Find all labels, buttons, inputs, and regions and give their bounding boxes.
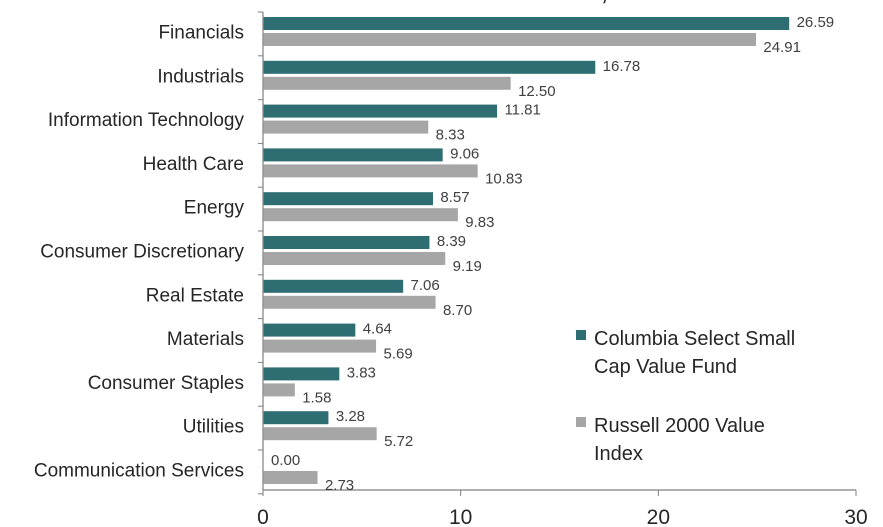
- fund-bar: [263, 236, 430, 249]
- fund-value-label: 11.81: [504, 102, 540, 119]
- index-bar: [263, 120, 429, 134]
- plot-area: as of March 31, 2020 0 10 20 30 Financials 26.…: [34, 0, 868, 527]
- category-label: Consumer Discretionary: [40, 242, 244, 263]
- chart-title: as of March 31, 2020: [463, 0, 658, 5]
- fund-value-label: 8.39: [437, 233, 466, 250]
- legend-label-index: Index: [594, 443, 643, 465]
- fund-bar: [263, 148, 443, 162]
- category-label: Utilities: [183, 417, 244, 438]
- index-value-label: 1.58: [302, 389, 331, 406]
- fund-bar: [263, 279, 404, 293]
- category-label: Information Technology: [48, 110, 245, 131]
- index-bar: [263, 208, 458, 222]
- legend-label-fund: Cap Value Fund: [594, 356, 737, 378]
- fund-bar: [263, 60, 596, 74]
- legend-label-fund: Columbia Select Small: [594, 328, 795, 350]
- fund-value-label: 16.78: [603, 58, 641, 75]
- legend-swatch-fund: [576, 330, 586, 340]
- index-value-label: 8.33: [436, 127, 465, 144]
- index-bar: [263, 427, 377, 441]
- fund-value-label: 8.57: [440, 189, 469, 206]
- index-value-label: 5.72: [384, 433, 413, 450]
- x-tick-label: 10: [449, 506, 472, 527]
- x-tick-label: 20: [647, 506, 670, 527]
- index-value-label: 9.83: [465, 214, 494, 231]
- category-label: Materials: [167, 329, 244, 350]
- index-bar: [263, 295, 436, 309]
- fund-bar: [263, 323, 356, 337]
- category-label: Communication Services: [34, 461, 244, 482]
- fund-bar: [263, 411, 329, 425]
- index-value-label: 9.19: [453, 258, 482, 275]
- fund-bar: [263, 17, 790, 30]
- index-bar: [263, 33, 756, 46]
- index-bar: [263, 471, 318, 484]
- fund-value-label: 4.64: [363, 321, 392, 338]
- fund-bar: [263, 104, 498, 118]
- fund-value-label: 26.59: [797, 14, 835, 31]
- index-bar: [263, 76, 511, 90]
- index-value-label: 24.91: [763, 39, 801, 56]
- x-tick-label: 30: [844, 506, 867, 527]
- index-value-label: 5.69: [383, 346, 412, 363]
- index-value-label: 2.73: [325, 477, 354, 494]
- category-label: Consumer Staples: [88, 373, 244, 394]
- fund-value-label: 9.06: [450, 145, 479, 162]
- category-label: Energy: [184, 198, 245, 219]
- index-value-label: 12.50: [518, 83, 556, 100]
- index-value-label: 8.70: [443, 302, 472, 319]
- fund-value-label: 3.28: [336, 408, 365, 425]
- category-label: Financials: [158, 23, 244, 44]
- legend-swatch-index: [576, 417, 586, 427]
- fund-value-label: 0.00: [271, 452, 300, 469]
- category-label: Real Estate: [146, 285, 244, 306]
- index-bar: [263, 339, 377, 353]
- x-tick-label: 0: [257, 506, 269, 527]
- index-bar: [263, 383, 295, 397]
- index-value-label: 10.83: [485, 170, 523, 187]
- legend: Columbia Select Small Cap Value Fund Russe…: [576, 328, 795, 465]
- category-label: Health Care: [143, 154, 244, 175]
- index-bar: [263, 164, 478, 178]
- fund-value-label: 7.06: [411, 277, 440, 294]
- fund-bar: [263, 367, 340, 381]
- fund-value-label: 3.83: [347, 364, 376, 381]
- index-bar: [263, 252, 446, 265]
- category-label: Industrials: [157, 66, 244, 87]
- legend-label-index: Russell 2000 Value: [594, 415, 765, 437]
- fund-bar: [263, 192, 434, 206]
